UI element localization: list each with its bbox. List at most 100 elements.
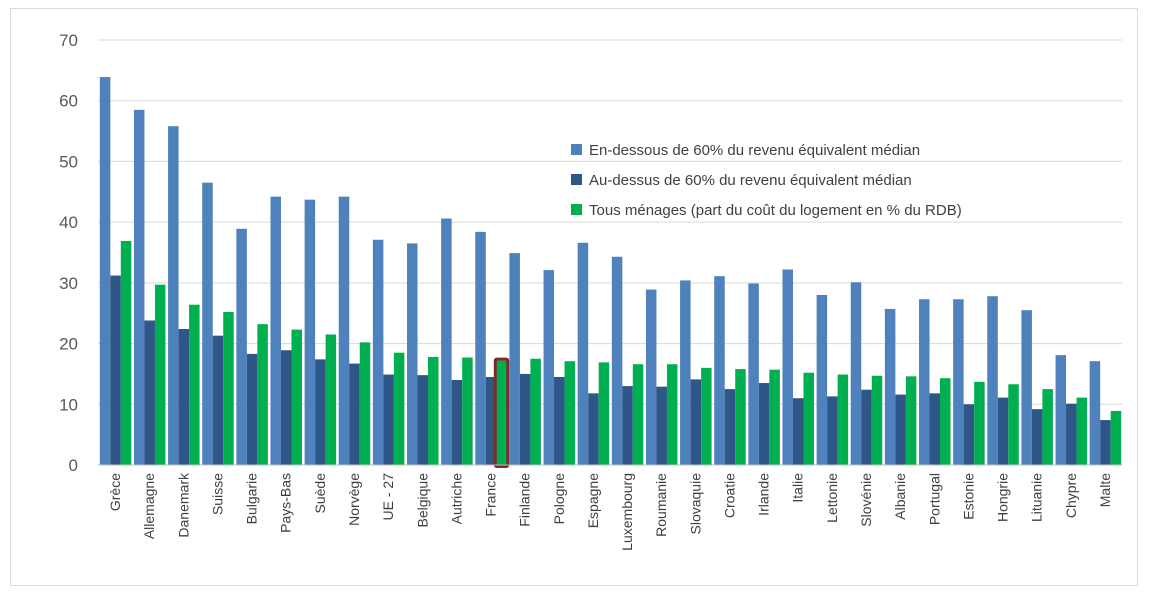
bar-below-60 <box>338 196 350 465</box>
x-tick-label: Danemark <box>175 472 191 538</box>
bar-all-households <box>462 357 473 465</box>
bar-below-60 <box>987 296 998 465</box>
bar-below-60 <box>577 242 589 465</box>
x-tick-label: Roumanie <box>653 473 669 537</box>
bar-above-60 <box>110 275 121 465</box>
bar-below-60 <box>748 283 759 465</box>
y-tick-label: 40 <box>59 213 78 232</box>
x-tick-label: Belgique <box>414 473 430 528</box>
bar-above-60 <box>417 375 429 465</box>
bar-below-60 <box>270 196 281 465</box>
x-tick-label: Italie <box>790 473 806 503</box>
bar-above-60 <box>895 394 906 465</box>
x-tick-label: Lituanie <box>1029 473 1045 522</box>
x-tick-label: Slovénie <box>858 473 874 527</box>
x-tick-label: Pologne <box>551 473 567 525</box>
x-tick-label: Grèce <box>107 473 123 511</box>
bar-all-households <box>598 362 610 465</box>
bar-above-60 <box>1100 420 1111 465</box>
bar-below-60 <box>1089 361 1101 465</box>
bar-below-60 <box>919 299 930 465</box>
bar-all-households <box>428 356 439 465</box>
x-tick-label: UE - 27 <box>380 473 396 521</box>
bar-all-households <box>666 364 678 465</box>
x-tick-label: Lettonie <box>824 473 840 523</box>
bar-below-60 <box>816 295 828 465</box>
x-tick-label: Finlande <box>517 473 533 527</box>
x-tick-label: Croatie <box>721 473 737 518</box>
bar-above-60 <box>315 359 326 465</box>
bar-all-households <box>564 361 576 465</box>
x-tick-label: Pays-Bas <box>278 473 294 533</box>
bar-all-households <box>1110 410 1122 465</box>
bar-above-60 <box>212 335 224 465</box>
bar-below-60 <box>1055 355 1067 465</box>
bar-below-60 <box>884 308 896 465</box>
bar-above-60 <box>280 350 292 465</box>
x-tick-label: Malte <box>1097 473 1113 507</box>
bar-all-households <box>223 312 234 465</box>
bar-above-60 <box>554 376 565 465</box>
bar-all-households <box>1076 397 1088 465</box>
bar-above-60 <box>690 379 702 465</box>
bar-all-households <box>189 304 200 465</box>
bars <box>99 77 1122 469</box>
bar-all-households <box>359 342 371 465</box>
x-tick-label: Hongrie <box>995 473 1011 522</box>
bar-below-60 <box>372 239 384 465</box>
bar-below-60 <box>304 199 316 465</box>
bar-above-60 <box>861 389 872 465</box>
bar-above-60 <box>485 376 497 465</box>
bar-all-households <box>632 364 644 465</box>
bar-all-households <box>837 374 849 465</box>
x-tick-label: Norvège <box>346 473 362 526</box>
bar-above-60 <box>997 397 1009 465</box>
y-tick-label: 20 <box>59 335 78 354</box>
x-tick-label: Espagne <box>585 473 601 528</box>
x-tick-label: Estonie <box>960 473 976 520</box>
bar-all-households <box>154 284 166 465</box>
bar-below-60 <box>441 218 452 465</box>
chart-frame <box>10 8 1138 586</box>
legend-swatch <box>571 174 582 185</box>
bar-all-households <box>530 358 541 465</box>
bar-below-60 <box>953 299 964 465</box>
bar-below-60 <box>133 109 145 466</box>
y-tick-label: 50 <box>59 152 78 171</box>
x-tick-label: Luxembourg <box>619 473 635 551</box>
bar-above-60 <box>246 353 258 465</box>
x-tick-label: Slovaquie <box>687 473 703 535</box>
bar-below-60 <box>611 256 623 465</box>
bar-all-households <box>701 367 712 465</box>
bar-below-60 <box>850 282 862 465</box>
bar-above-60 <box>758 383 770 465</box>
bar-above-60 <box>827 396 838 465</box>
legend-label: En-dessous de 60% du revenu équivalent m… <box>589 142 920 159</box>
bar-all-households <box>1008 384 1019 465</box>
bar-all-households <box>940 378 951 465</box>
x-tick-label: Chypre <box>1063 473 1079 518</box>
bar-below-60 <box>236 228 247 465</box>
bar-all-households <box>325 334 337 465</box>
bar-above-60 <box>1066 403 1077 465</box>
x-tick-label: Allemagne <box>141 473 157 539</box>
x-tick-label: Suède <box>312 473 328 514</box>
x-tick-label: Bulgarie <box>244 473 260 525</box>
y-tick-label: 60 <box>59 92 78 111</box>
legend-swatch <box>571 204 582 215</box>
y-tick-label: 30 <box>59 274 78 293</box>
bar-below-60 <box>543 270 555 465</box>
bar-above-60 <box>349 363 360 465</box>
grid-lines <box>98 39 1122 405</box>
bar-below-60 <box>407 243 418 465</box>
x-tick-label: Autriche <box>448 473 464 525</box>
legend-swatch <box>571 144 582 155</box>
bar-all-households <box>974 381 985 465</box>
x-tick-label: Albanie <box>892 473 908 520</box>
bar-above-60 <box>383 374 394 465</box>
bar-above-60 <box>724 389 736 465</box>
bar-above-60 <box>144 320 155 465</box>
bar-all-households <box>735 369 746 465</box>
bar-above-60 <box>622 386 633 465</box>
